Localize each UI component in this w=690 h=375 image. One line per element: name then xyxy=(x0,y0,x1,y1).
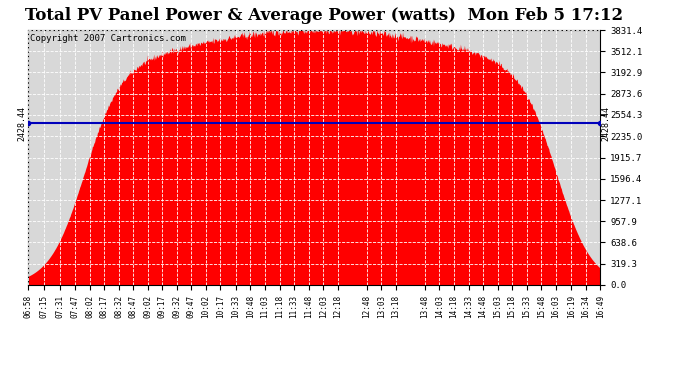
Text: Total PV Panel Power & Average Power (watts)  Mon Feb 5 17:12: Total PV Panel Power & Average Power (wa… xyxy=(26,8,623,24)
Text: Copyright 2007 Cartronics.com: Copyright 2007 Cartronics.com xyxy=(30,34,186,43)
Text: 2428.44: 2428.44 xyxy=(601,106,610,141)
Text: 2428.44: 2428.44 xyxy=(18,106,27,141)
